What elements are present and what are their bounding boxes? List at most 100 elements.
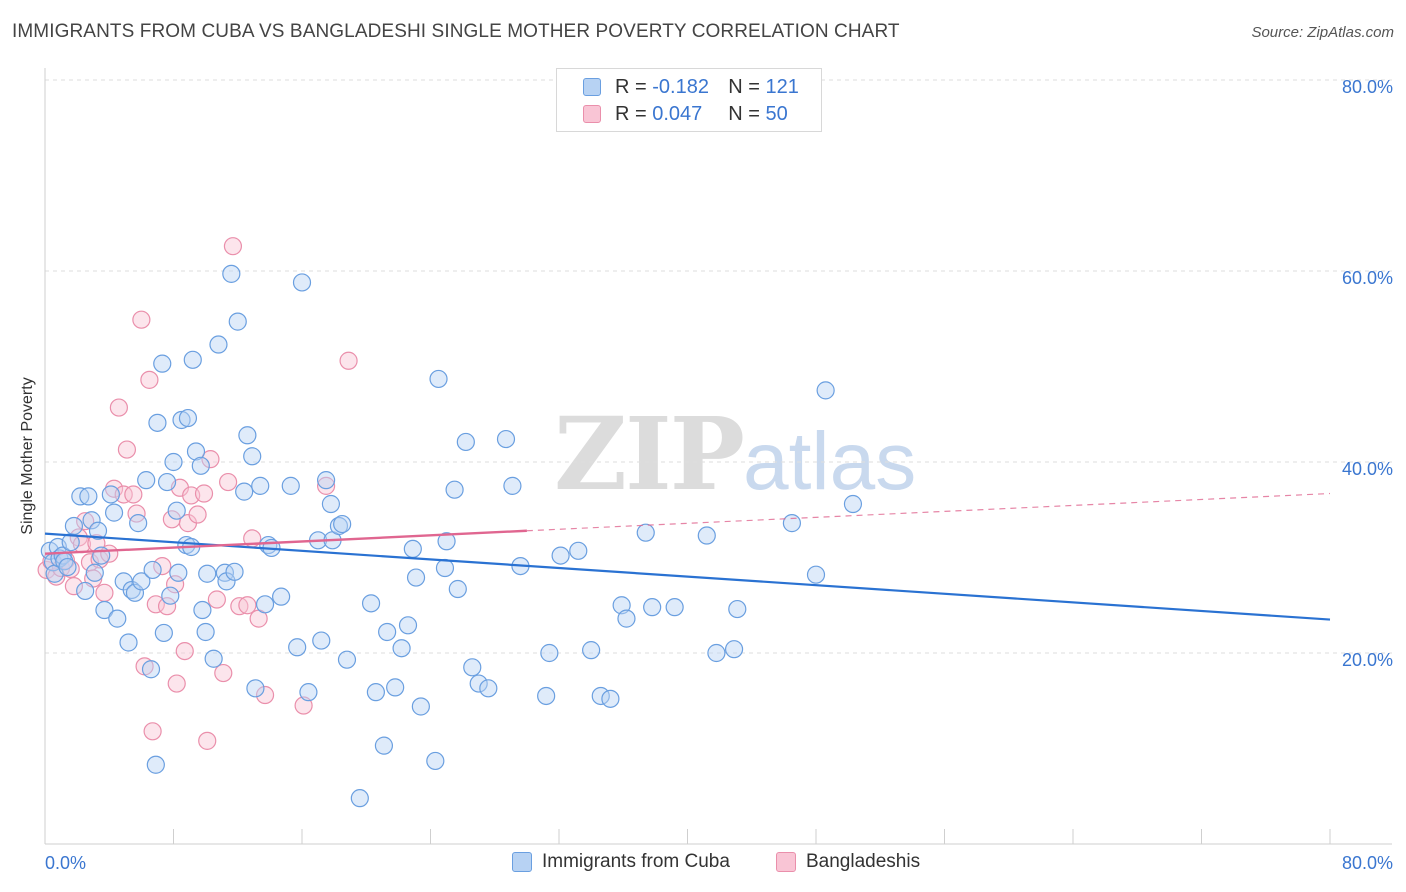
y-axis-label: Single Mother Poverty bbox=[19, 377, 36, 535]
cuba-point bbox=[426, 751, 445, 771]
stats-legend-row-bangladeshi: R = 0.047 N = 50 bbox=[583, 101, 788, 127]
x-tick-label: 0.0% bbox=[45, 853, 86, 873]
cuba-point bbox=[537, 686, 556, 706]
cuba-point bbox=[272, 587, 291, 606]
cuba-point bbox=[153, 354, 172, 373]
cuba-point bbox=[728, 599, 747, 619]
legend-item-cuba[interactable]: Immigrants from Cuba bbox=[512, 851, 730, 873]
bangladeshi-point bbox=[198, 731, 217, 750]
cuba-point bbox=[697, 526, 716, 545]
cuba-point bbox=[782, 514, 802, 533]
cuba-trend-line bbox=[44, 532, 1331, 621]
bangladeshi-point bbox=[166, 575, 185, 594]
legend-label: Bangladeshis bbox=[806, 851, 921, 872]
cuba-point bbox=[146, 755, 165, 774]
cuba-point bbox=[198, 564, 217, 583]
cuba-point bbox=[612, 596, 631, 615]
cuba-point bbox=[392, 639, 411, 658]
cuba-point bbox=[204, 649, 223, 668]
bangladeshi-point bbox=[175, 641, 194, 661]
legend-item-bangladeshis[interactable]: Bangladeshis bbox=[776, 851, 920, 873]
cuba-point bbox=[448, 579, 467, 599]
cuba-point bbox=[378, 622, 397, 642]
bangladeshi-trend-line bbox=[44, 529, 527, 555]
cuba-point bbox=[707, 643, 726, 663]
bangladeshi-point bbox=[188, 505, 207, 524]
cuba-point bbox=[316, 471, 336, 490]
cuba-point bbox=[141, 660, 161, 679]
bangladeshi-point bbox=[153, 556, 172, 576]
bangladeshi-point bbox=[167, 674, 186, 693]
bangladeshi-point bbox=[207, 590, 226, 609]
y-tick-label: 80.0% bbox=[1342, 77, 1393, 97]
cuba-point bbox=[85, 563, 104, 582]
cuba-point bbox=[104, 503, 124, 522]
cuba-point bbox=[228, 312, 247, 331]
cuba-point bbox=[157, 472, 177, 492]
cuba-point bbox=[806, 565, 826, 584]
legend-label: Immigrants from Cuba bbox=[542, 851, 730, 872]
cuba-point bbox=[569, 541, 588, 560]
cuba-point bbox=[191, 456, 210, 475]
bangladeshi-point bbox=[127, 504, 146, 523]
cuba-point bbox=[88, 521, 108, 540]
r-value: -0.182 bbox=[652, 75, 709, 98]
cuba-point bbox=[617, 609, 636, 628]
cuba-point bbox=[329, 516, 349, 536]
cuba-point bbox=[366, 683, 385, 702]
cuba-legend-swatch bbox=[512, 852, 532, 872]
n-value: 50 bbox=[765, 102, 788, 125]
cuba-point bbox=[411, 697, 430, 716]
cuba-point bbox=[665, 598, 684, 617]
cuba-point bbox=[148, 413, 167, 432]
cuba-point bbox=[167, 501, 186, 520]
cuba-point bbox=[551, 546, 570, 565]
bangladeshi-point bbox=[238, 596, 257, 615]
cuba-point bbox=[119, 633, 138, 652]
cuba-point bbox=[398, 616, 418, 635]
cuba-point bbox=[321, 494, 341, 514]
bangladeshi-point bbox=[201, 450, 220, 469]
cuba-point bbox=[503, 476, 522, 495]
cuba-point bbox=[58, 557, 77, 577]
bangladeshi-point bbox=[109, 398, 128, 417]
x-tick-label: 80.0% bbox=[1342, 853, 1393, 873]
cuba-point bbox=[129, 514, 148, 533]
cuba-point bbox=[143, 560, 162, 580]
bangladeshi-trend-extension bbox=[526, 492, 1331, 532]
cuba-point bbox=[601, 689, 620, 708]
bangladeshi-point bbox=[76, 512, 95, 531]
source-credit: Source: ZipAtlas.com bbox=[1251, 24, 1394, 41]
cuba-point bbox=[374, 736, 394, 755]
cuba-point bbox=[312, 631, 331, 650]
cuba-point bbox=[154, 623, 173, 643]
cuba-point bbox=[435, 558, 455, 578]
bangladeshi-point bbox=[223, 237, 243, 256]
bangladeshi-point bbox=[146, 595, 165, 614]
cuba-point bbox=[299, 683, 318, 702]
cuba-point bbox=[196, 622, 215, 642]
cuba-point bbox=[64, 516, 84, 536]
cuba-point bbox=[137, 471, 156, 490]
cuba-point bbox=[469, 674, 488, 693]
cuba-point bbox=[161, 586, 180, 605]
stats-legend-row-cuba: R = -0.182 N = 121 bbox=[583, 74, 799, 100]
cuba-point bbox=[724, 640, 744, 659]
bangladeshi-point bbox=[214, 663, 233, 683]
bangladeshi-point bbox=[316, 476, 336, 495]
n-key: N = bbox=[728, 75, 760, 98]
cuba-point bbox=[251, 476, 270, 495]
cuba-point bbox=[235, 482, 254, 501]
cuba-point bbox=[238, 426, 257, 445]
bangladeshi-legend-swatch bbox=[776, 852, 796, 872]
cuba-point bbox=[82, 511, 101, 530]
stats-legend: R = -0.182 N = 121 R = 0.047 N = 50 bbox=[556, 68, 822, 132]
cuba-point bbox=[429, 369, 448, 389]
cuba-point bbox=[643, 598, 662, 617]
y-tick-label: 20.0% bbox=[1342, 650, 1393, 670]
chart-title: IMMIGRANTS FROM CUBA VS BANGLADESHI SING… bbox=[12, 21, 900, 42]
bangladeshi-point bbox=[294, 696, 313, 715]
cuba-point bbox=[540, 643, 559, 663]
cuba-point bbox=[437, 532, 456, 551]
y-tick-label: 40.0% bbox=[1342, 459, 1393, 479]
